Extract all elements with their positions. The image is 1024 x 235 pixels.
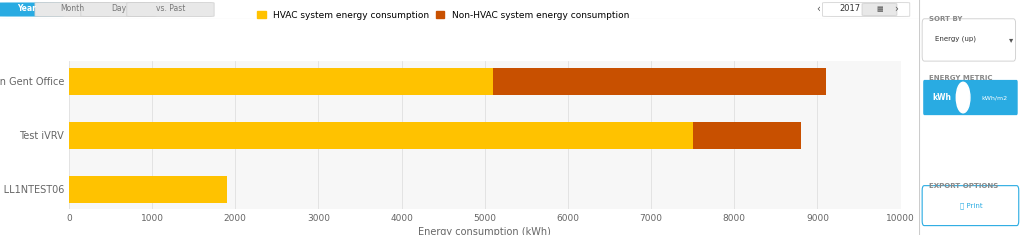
Circle shape	[956, 82, 970, 113]
FancyBboxPatch shape	[925, 81, 959, 114]
Text: vs. Past: vs. Past	[156, 4, 185, 13]
Bar	[494, 67, 825, 94]
FancyBboxPatch shape	[923, 186, 1019, 226]
Text: Month: Month	[60, 4, 85, 13]
Bar	[692, 121, 801, 149]
FancyBboxPatch shape	[35, 3, 111, 16]
Text: ▾: ▾	[1010, 35, 1014, 44]
FancyBboxPatch shape	[822, 3, 909, 16]
Text: ▦: ▦	[877, 6, 883, 12]
Text: Day: Day	[111, 4, 126, 13]
FancyBboxPatch shape	[923, 19, 1016, 61]
FancyBboxPatch shape	[924, 80, 1018, 115]
Text: 🖶 Print: 🖶 Print	[961, 202, 983, 209]
Text: ENERGY METRIC: ENERGY METRIC	[930, 75, 993, 81]
FancyBboxPatch shape	[127, 3, 214, 16]
Bar	[69, 67, 494, 94]
Text: EXPORT OPTIONS: EXPORT OPTIONS	[930, 183, 998, 189]
Text: ‹: ‹	[816, 4, 820, 14]
Legend: HVAC system energy consumption, Non-HVAC system energy consumption: HVAC system energy consumption, Non-HVAC…	[256, 9, 631, 21]
X-axis label: Energy consumption (kWh): Energy consumption (kWh)	[419, 227, 551, 235]
Text: Energy (up): Energy (up)	[935, 36, 976, 43]
FancyBboxPatch shape	[81, 3, 157, 16]
Text: kWh: kWh	[933, 93, 951, 102]
Bar	[69, 121, 692, 149]
Bar	[69, 176, 227, 203]
Text: 2017: 2017	[840, 4, 860, 13]
FancyBboxPatch shape	[0, 3, 65, 16]
FancyBboxPatch shape	[862, 4, 897, 15]
Text: ›: ›	[894, 4, 898, 14]
Text: Annual energy consumption summary. Total by all units: 20 028 kWh (HVAC: 14 628 : Annual energy consumption summary. Total…	[7, 24, 439, 32]
Text: SORT BY: SORT BY	[930, 16, 963, 23]
Text: kWh/m2: kWh/m2	[982, 95, 1008, 100]
Text: Year: Year	[17, 4, 36, 13]
